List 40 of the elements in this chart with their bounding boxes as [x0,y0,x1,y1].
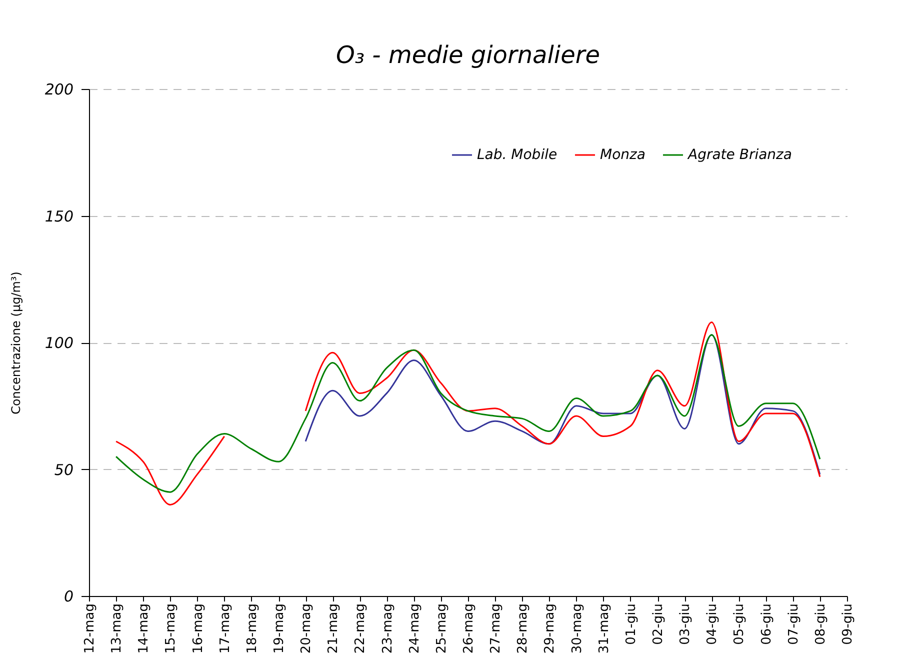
x-tick-label: 05-giu [732,604,748,645]
x-tick-label: 30-mag [570,604,585,654]
y-tick-label: 50 [54,460,74,479]
x-tick-label: 23-mag [380,604,396,654]
legend-label: Monza [600,147,646,163]
x-tick-label: 29-mag [542,604,558,654]
chart-title: O₃ - medie giornaliere [336,41,600,69]
y-tick-label: 200 [44,80,74,98]
x-tick-label: 02-giu [651,604,666,645]
x-tick-label: 04-giu [705,604,720,645]
y-tick-label: 150 [44,207,74,226]
x-tick-label: 08-giu [813,604,828,645]
x-tick-label: 25-mag [434,604,450,654]
y-tick-label: 100 [44,334,74,352]
legend-label: Lab. Mobile [477,147,558,163]
x-tick-label: 14-mag [136,604,152,654]
x-tick-label: 06-giu [759,604,774,645]
x-tick-label: 16-mag [190,604,206,654]
x-tick-label: 03-giu [678,604,694,645]
x-tick-label: 18-mag [244,604,260,654]
x-tick-label: 15-mag [164,604,179,654]
x-tick-label: 20-mag [299,604,314,654]
x-tick-label: 19-mag [272,604,287,654]
x-tick-label: 24-mag [407,604,422,654]
x-tick-label: 26-mag [462,604,476,654]
y-tick-label: 0 [64,588,74,606]
x-tick-label: 01-giu [624,604,639,645]
x-tick-label: 31-mag [596,604,612,654]
x-tick-label: 07-giu [786,604,802,645]
x-tick-label: 22-mag [353,604,368,654]
y-axis-title: Concentrazione (µg/m³) [8,272,23,414]
x-tick-label: 27-mag [488,604,504,654]
legend-label: Agrate Brianza [687,147,792,163]
x-tick-label: 28-mag [516,604,531,654]
x-tick-label: 21-mag [326,604,342,654]
x-tick-label: 09-giu [840,604,856,645]
x-tick-label: 17-mag [218,604,233,654]
line-series [304,334,821,476]
x-tick-label: 13-mag [110,604,125,654]
x-tick-label: 12-mag [82,604,98,654]
